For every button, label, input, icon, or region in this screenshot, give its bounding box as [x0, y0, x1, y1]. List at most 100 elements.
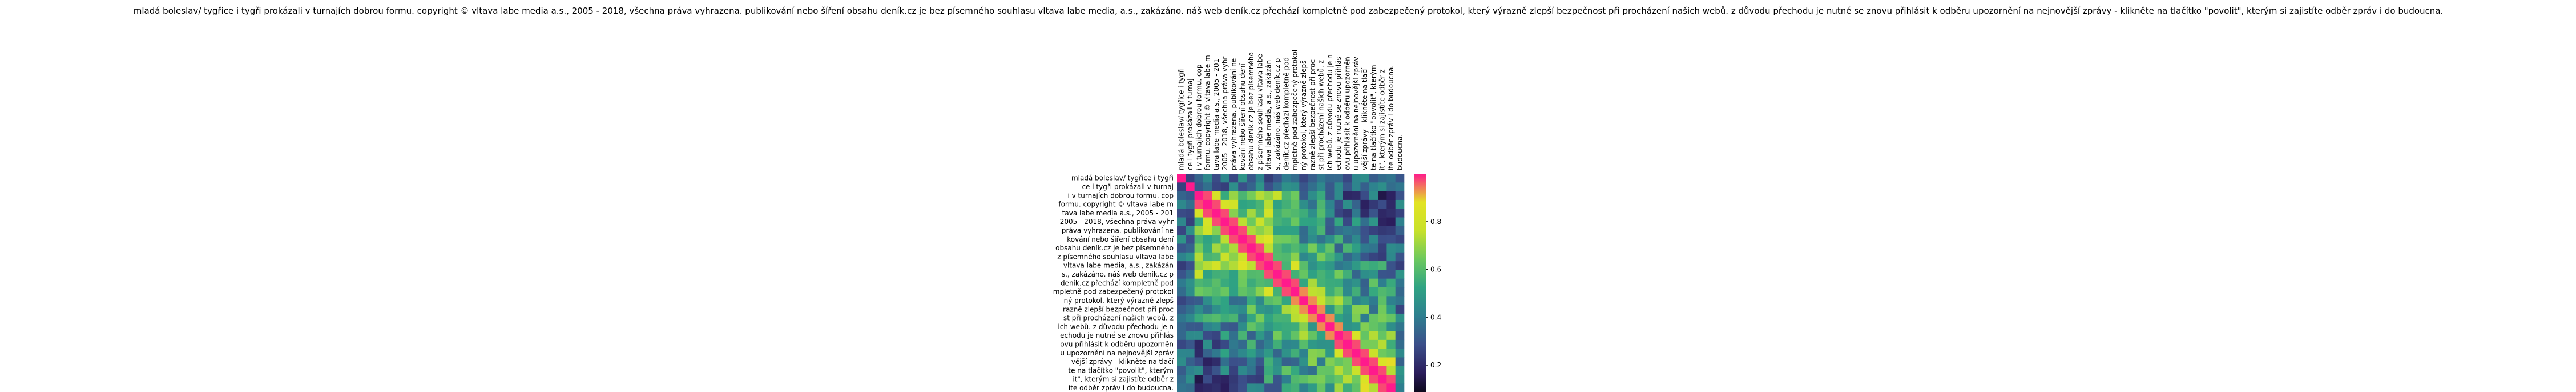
heatmap-cell — [1334, 209, 1344, 218]
heatmap-cell — [1177, 383, 1186, 392]
heatmap-cell — [1238, 209, 1247, 218]
heatmap-cell — [1352, 226, 1361, 235]
heatmap-cell — [1325, 252, 1335, 262]
heatmap-cell — [1291, 182, 1300, 191]
x-tick-label: razně zlepší bezpečnost při proc — [1308, 59, 1316, 170]
heatmap-cell — [1273, 357, 1282, 367]
heatmap-cell — [1194, 174, 1204, 183]
heatmap-cell — [1343, 375, 1352, 384]
heatmap-cell — [1186, 243, 1195, 253]
heatmap-cell — [1238, 191, 1247, 201]
heatmap-cell — [1343, 270, 1352, 279]
heatmap-cell — [1352, 174, 1361, 183]
heatmap-cell — [1203, 226, 1212, 235]
heatmap-cell — [1203, 331, 1212, 341]
heatmap-cell — [1255, 199, 1265, 209]
heatmap-cell — [1194, 226, 1204, 235]
heatmap-cell — [1378, 174, 1387, 183]
colorbar: 0.2 0.4 0.6 0.8 — [1414, 174, 1441, 392]
heatmap-cell — [1194, 375, 1204, 384]
heatmap-cell — [1212, 243, 1221, 253]
heatmap-cell — [1325, 209, 1335, 218]
colorbar-gradient — [1414, 174, 1426, 392]
heatmap-cell — [1255, 296, 1265, 305]
heatmap-cell — [1395, 209, 1405, 218]
heatmap-cell — [1212, 305, 1221, 314]
heatmap-cell — [1308, 270, 1317, 279]
heatmap-cell — [1212, 349, 1221, 358]
chart-title: mladá boleslav/ tygřice i tygři prokázal… — [134, 6, 2444, 16]
heatmap-cell — [1247, 383, 1256, 392]
heatmap-cell — [1255, 287, 1265, 297]
heatmap-cell — [1255, 331, 1265, 341]
heatmap-cell — [1308, 331, 1317, 341]
heatmap-cell — [1343, 296, 1352, 305]
heatmap-cell — [1369, 226, 1378, 235]
heatmap-cell — [1316, 261, 1326, 270]
heatmap-cell — [1343, 349, 1352, 358]
x-tick-label: obsahu deník.cz je bez písemného — [1247, 52, 1255, 170]
heatmap-cell — [1212, 383, 1221, 392]
heatmap-cell — [1386, 217, 1396, 227]
heatmap-cell — [1247, 375, 1256, 384]
heatmap-cell — [1299, 383, 1308, 392]
heatmap-cell — [1247, 182, 1256, 191]
heatmap-cell — [1247, 270, 1256, 279]
heatmap-cell — [1291, 199, 1300, 209]
heatmap-cell — [1334, 322, 1344, 331]
heatmap-cell — [1325, 305, 1335, 314]
heatmap-cell — [1229, 217, 1239, 227]
heatmap-cell — [1177, 313, 1186, 323]
heatmap-cell — [1316, 331, 1326, 341]
heatmap-cell — [1378, 331, 1387, 341]
heatmap-cell — [1212, 261, 1221, 270]
heatmap-cell — [1325, 226, 1335, 235]
heatmap-cell — [1369, 217, 1378, 227]
heatmap-cell — [1238, 339, 1247, 349]
heatmap-cell — [1220, 305, 1230, 314]
heatmap-cell — [1291, 349, 1300, 358]
heatmap-cell — [1291, 296, 1300, 305]
heatmap-cell — [1334, 199, 1344, 209]
y-tick-label: obsahu deník.cz je bez písemného — [1055, 244, 1174, 252]
y-tick-label: práva vyhrazena. publikování ne — [1062, 227, 1174, 235]
heatmap-cell — [1247, 313, 1256, 323]
heatmap-cell — [1203, 357, 1212, 367]
heatmap-cell — [1369, 383, 1378, 392]
heatmap-cell — [1186, 217, 1195, 227]
heatmap-cell — [1177, 349, 1186, 358]
heatmap-cell — [1343, 261, 1352, 270]
heatmap-cell — [1220, 217, 1230, 227]
heatmap-cell — [1395, 261, 1405, 270]
heatmap-cell — [1281, 217, 1291, 227]
heatmap-cell — [1281, 322, 1291, 331]
heatmap-cell — [1378, 278, 1387, 288]
x-tick-label: íte odběr zpráv i do budoucna. — [1387, 65, 1395, 170]
heatmap-cell — [1360, 209, 1370, 218]
heatmap-cell — [1360, 174, 1370, 183]
heatmap-cell — [1334, 174, 1344, 183]
heatmap-cell — [1203, 217, 1212, 227]
heatmap-cell — [1395, 383, 1405, 392]
heatmap-cell — [1229, 226, 1239, 235]
heatmap-cell — [1325, 217, 1335, 227]
heatmap-cell — [1334, 375, 1344, 384]
heatmap-cell — [1316, 252, 1326, 262]
heatmap-cell — [1308, 182, 1317, 191]
heatmap-cell — [1220, 375, 1230, 384]
heatmap-cell — [1264, 383, 1273, 392]
heatmap-cell — [1264, 331, 1273, 341]
heatmap-cell — [1212, 191, 1221, 201]
heatmap-cell — [1299, 182, 1308, 191]
heatmap-cell — [1212, 278, 1221, 288]
heatmap-cell — [1238, 287, 1247, 297]
heatmap-cell — [1378, 270, 1387, 279]
heatmap-cell — [1273, 313, 1282, 323]
heatmap-cell — [1229, 375, 1239, 384]
heatmap-cell — [1264, 287, 1273, 297]
heatmap-cell — [1299, 375, 1308, 384]
heatmap-cell — [1395, 191, 1405, 201]
heatmap-cell — [1177, 287, 1186, 297]
heatmap-cell — [1325, 357, 1335, 367]
heatmap-cell — [1194, 296, 1204, 305]
